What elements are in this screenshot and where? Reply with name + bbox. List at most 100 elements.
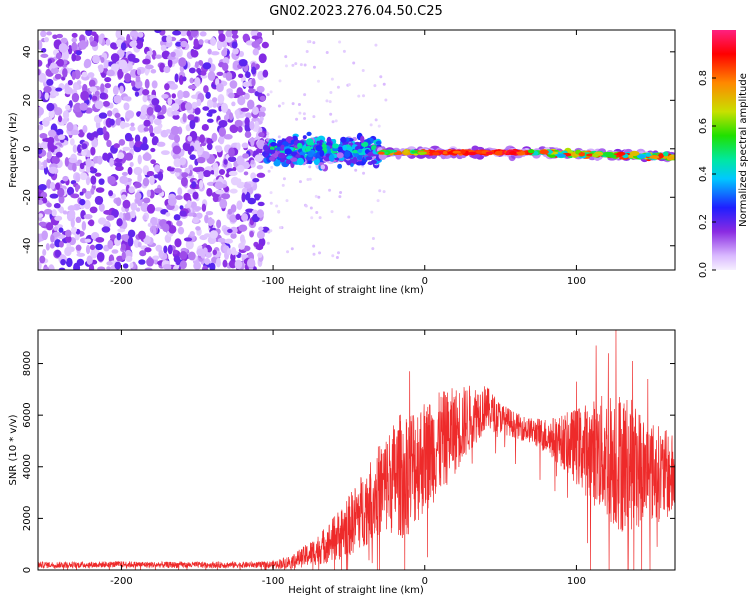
spectrogram-cell — [46, 31, 53, 36]
spectrogram-cell — [377, 151, 385, 155]
spectrogram-cell — [206, 99, 214, 108]
spectrogram-cell — [188, 251, 196, 261]
spectrogram-cell — [182, 142, 191, 152]
spectrogram-cell — [118, 212, 124, 221]
spectrogram-cell — [62, 67, 68, 78]
spectrogram-cell — [72, 162, 77, 172]
spectrogram-cell — [97, 266, 106, 270]
spectrogram-cell — [83, 214, 93, 220]
spectrogram-cell — [207, 48, 212, 55]
spectrogram-cell — [174, 171, 180, 177]
spectrogram-cell — [138, 230, 146, 240]
spectrogram-cell — [229, 124, 239, 134]
spectrogram-cell — [316, 136, 321, 141]
spectrogram-cell — [38, 200, 44, 206]
spectrogram-cell — [195, 226, 201, 231]
snr-series-layer — [38, 330, 675, 570]
spectrogram-cell — [330, 77, 334, 81]
spectrogram-cell — [236, 155, 245, 166]
spectrogram-cell — [649, 155, 660, 159]
spectrogram-cell — [375, 140, 382, 145]
spectrogram-cell — [228, 170, 238, 177]
spectrogram-cell — [123, 102, 130, 111]
spectrogram-cell — [94, 90, 100, 96]
spectrogram-cell — [67, 79, 73, 86]
spectrogram-cell — [252, 177, 260, 183]
snr-y-tick-label: 2000 — [22, 506, 33, 531]
spectrogram-cell — [57, 187, 65, 198]
spectrogram-cell — [79, 172, 88, 181]
spectrogram-cell — [52, 231, 61, 237]
spectrogram-cell — [54, 73, 62, 80]
spectrogram-cell — [128, 186, 135, 194]
spectrogram-cell — [79, 191, 84, 196]
spectrogram-cell — [285, 159, 291, 165]
spectrogram-cell — [38, 59, 43, 67]
spectrogram-cell — [95, 236, 105, 243]
spectrogram-cell — [223, 159, 228, 165]
spectrogram-cell — [194, 77, 201, 87]
spectrogram-cell — [236, 164, 245, 173]
spectrogram-cell — [56, 128, 64, 136]
spectrogram-cell — [106, 266, 111, 270]
spectrogram-cell — [171, 93, 177, 99]
spectrogram-cell — [41, 230, 48, 241]
spectrogram-cell — [107, 239, 114, 250]
spectrogram-cell — [57, 134, 66, 140]
spectrogram-cell — [190, 49, 199, 58]
spectrogram-cell — [38, 72, 47, 83]
spectrogram-cell — [307, 151, 313, 158]
spectrogram-cell — [162, 263, 172, 270]
spectrogram-cell — [243, 183, 252, 189]
spectrogram-cell — [338, 195, 342, 199]
spectrogram-cell — [232, 47, 239, 55]
spectrogram-cell — [38, 124, 44, 131]
spectrogram-cell — [218, 33, 226, 42]
spectrogram-cell — [209, 262, 216, 270]
spectrogram-cell — [360, 135, 365, 144]
spectrogram-cell — [318, 251, 322, 255]
spectrogram-cell — [193, 38, 199, 48]
spectrogram-cell — [98, 112, 108, 119]
spectrogram-cell — [102, 152, 109, 161]
spectrogram-cell — [328, 154, 335, 162]
spectrogram-cell — [179, 157, 187, 166]
spectrogram-cell — [199, 134, 206, 144]
spectrogram-cell — [187, 114, 195, 121]
spectrogram-cell — [156, 141, 166, 147]
spectrogram-cell — [90, 40, 98, 47]
spectrogram-cell — [393, 151, 403, 156]
spectrogram-cell — [308, 177, 312, 181]
spectrogram-cell — [91, 95, 98, 101]
spectrogram-cell — [257, 252, 263, 258]
spectrogram-cell — [66, 122, 74, 132]
spectrogram-cell — [55, 182, 61, 190]
spectrogram-cell — [666, 156, 674, 161]
spectrogram-cell — [344, 150, 351, 158]
spectrogram-cell — [168, 224, 177, 234]
spectrogram-cell — [43, 266, 50, 270]
spectrogram-cell — [86, 132, 93, 140]
spectrogram-cell — [120, 42, 127, 51]
spectrogram-cell — [222, 259, 228, 268]
spectrogram-cell — [303, 63, 307, 67]
spectrogram-cell — [336, 85, 340, 89]
spectrogram-cell — [218, 168, 226, 175]
colorbar-axis: 0.0 0.2 0.4 0.6 0.8 — [698, 70, 716, 278]
spectrogram-cell — [62, 210, 68, 215]
spectrogram-cell — [82, 125, 88, 134]
spectrogram-cell — [192, 191, 199, 200]
spectrogram-cell — [196, 146, 205, 153]
spectrogram-cell — [241, 213, 249, 222]
spectrogram-cell — [306, 177, 310, 181]
spectrogram-cell — [184, 102, 193, 111]
spectrogram-cell — [84, 190, 92, 200]
spectrogram-cell — [140, 202, 150, 213]
spectrogram-cell — [166, 34, 172, 44]
spectrogram-cell — [91, 138, 99, 148]
spectrogram-cell — [113, 94, 122, 104]
spectrogram-cell — [60, 37, 68, 44]
spectrogram-cell — [306, 131, 312, 136]
spectrogram-cell — [371, 237, 375, 241]
